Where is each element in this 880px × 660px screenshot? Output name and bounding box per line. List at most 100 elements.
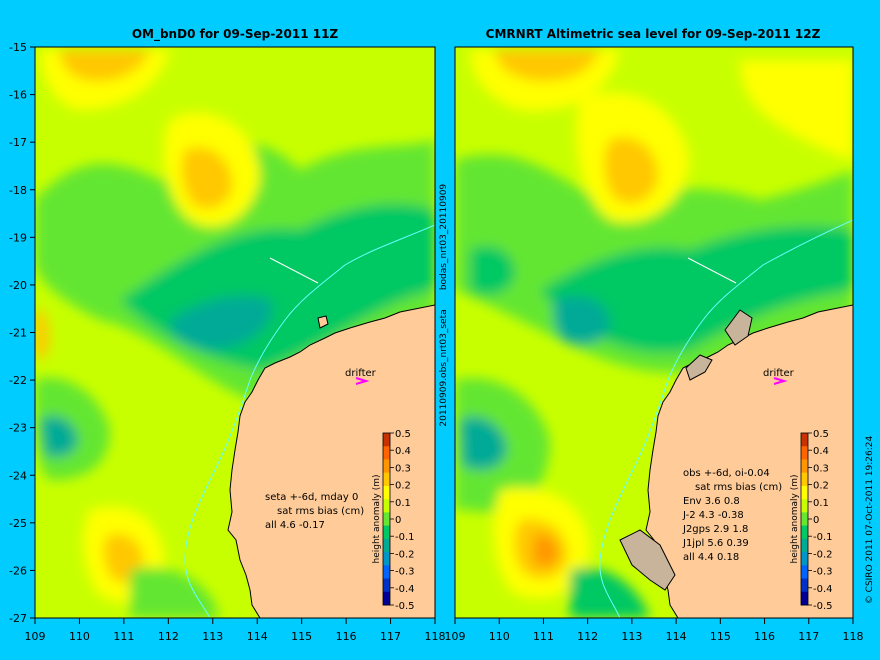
y-tick-label: -17: [9, 136, 27, 149]
right-land-coastal-band: [619, 309, 753, 591]
right-colorbar-tick-label: 0.2: [813, 481, 829, 492]
left-x-tick-label: 113: [202, 630, 223, 643]
right-colorbar-swatch: [801, 512, 808, 527]
y-tick-label: -20: [9, 279, 27, 292]
right-x-tick-label: 115: [710, 630, 731, 643]
right-frame: [454, 46, 854, 619]
y-tick-label: -19: [9, 231, 27, 244]
left-colorbar-swatch: [383, 485, 390, 500]
left-x-tick-label: 114: [247, 630, 268, 643]
left-colorbar-tick-label: -0.5: [395, 601, 415, 612]
right-drifter-marker: [773, 377, 788, 385]
right-colorbar-swatch: [801, 552, 808, 566]
right-note-line: J2gps 2.9 1.8: [682, 524, 748, 535]
left-drifter-label: drifter: [345, 368, 377, 379]
right-note-line: J1jpl 5.6 0.39: [682, 538, 749, 549]
right-x-tick-label: 113: [621, 630, 642, 643]
y-tick-label: -25: [9, 517, 27, 530]
left-colorbar-swatch: [383, 499, 390, 513]
right-colorbar-swatch: [801, 565, 808, 580]
left-stats-note: seta +-6d, mday 0 sat rms bias (cm) all …: [265, 492, 364, 531]
right-colorbar-swatch: [801, 499, 808, 513]
right-colorbar-swatch: [801, 485, 808, 500]
right-panel: CMRNRT Altimetric sea level for 09-Sep-2…: [445, 27, 864, 643]
right-colorbar-tick-label: -0.1: [813, 532, 833, 543]
left-colorbar-tick-label: 0: [395, 515, 401, 526]
left-drifter-marker: [355, 377, 370, 385]
left-colorbar-tick-label: 0.5: [395, 429, 411, 440]
left-colorbar-swatch: [383, 512, 390, 527]
y-tick-label: -27: [9, 612, 27, 625]
lower-file-label: 20110909.obs_nrt03_seta: [439, 309, 449, 426]
left-colorbar-swatch: [383, 446, 390, 460]
right-x-tick-label: 110: [489, 630, 510, 643]
y-tick-label: -22: [9, 374, 27, 387]
left-colorbar-swatch: [383, 591, 390, 606]
left-panel: OM_bnD0 for 09-Sep-2011 11Z: [9, 27, 445, 643]
left-x-tick-label: 112: [158, 630, 179, 643]
left-colorbar-tick-label: 0.2: [395, 481, 411, 492]
left-note-line: seta +-6d, mday 0: [265, 492, 358, 503]
right-colorbar-swatch: [801, 578, 808, 593]
right-note-line: J-2 4.3 -0.38: [682, 510, 744, 521]
right-colorbar-tick-label: -0.4: [813, 584, 833, 595]
left-colorbar-tick-label: -0.3: [395, 567, 415, 578]
right-colorbar-swatch: [801, 459, 808, 474]
right-x-tick-label: 117: [798, 630, 819, 643]
left-x-tick-label: 109: [25, 630, 46, 643]
y-tick-label: -16: [9, 89, 27, 102]
left-colorbar-tick-label: -0.4: [395, 584, 415, 595]
left-colorbar-tick-label: -0.2: [395, 549, 415, 560]
upper-file-label: bodas_nrt03_20110909: [439, 184, 449, 291]
right-x-tick-label: 111: [533, 630, 554, 643]
right-colorbar-tick-label: 0.1: [813, 498, 829, 509]
right-colorbar-swatch: [801, 538, 808, 553]
right-colorbar-tick-label: 0: [813, 515, 819, 526]
left-colorbar-tick-label: -0.1: [395, 532, 415, 543]
left-colorbar-label: height anomaly (m): [372, 474, 382, 563]
right-note-line: sat rms bias (cm): [695, 482, 782, 493]
right-note-line: Env 3.6 0.8: [683, 496, 740, 507]
left-colorbar-tick-label: 0.4: [395, 446, 411, 457]
right-note-line: all 4.4 0.18: [683, 552, 739, 563]
right-colorbar-swatch: [801, 433, 808, 447]
right-colorbar-label: height anomaly (m): [790, 474, 800, 563]
copyright-credit: © CSIRO 2011 07-Oct-2011 19:26:24: [865, 436, 875, 605]
right-note-line: obs +-6d, oi-0.04: [683, 468, 770, 479]
right-drifter-label: drifter: [763, 368, 795, 379]
left-colorbar-swatch: [383, 565, 390, 580]
right-map: [455, 47, 853, 618]
left-colorbar-swatch: [383, 538, 390, 553]
left-colorbar-swatch: [383, 472, 390, 487]
left-x-axis: 109 110 111 112 113 114 115 116 117 118: [25, 618, 446, 643]
left-note-line: sat rms bias (cm): [277, 506, 364, 517]
right-colorbar-tick-label: -0.5: [813, 601, 833, 612]
left-x-tick-label: 117: [380, 630, 401, 643]
left-x-tick-label: 111: [113, 630, 134, 643]
left-island: [317, 315, 329, 329]
right-x-tick-label: 114: [666, 630, 687, 643]
right-colorbar-tick-label: 0.4: [813, 446, 829, 457]
left-colorbar-swatch: [383, 459, 390, 474]
right-x-axis: 109 110 111 112 113 114 115 116 117 118: [445, 618, 864, 643]
right-colorbar-swatch: [801, 591, 808, 606]
left-x-tick-label: 118: [425, 630, 446, 643]
right-panel-title: CMRNRT Altimetric sea level for 09-Sep-2…: [486, 27, 821, 41]
y-tick-label: -18: [9, 184, 27, 197]
left-panel-title: OM_bnD0 for 09-Sep-2011 11Z: [132, 27, 339, 42]
left-note-line: all 4.6 -0.17: [265, 520, 325, 531]
left-colorbar-swatch: [383, 552, 390, 566]
right-current: [599, 219, 853, 618]
left-x-tick-label: 115: [291, 630, 312, 643]
right-anomaly-field: [455, 50, 853, 618]
right-colorbar-swatch: [801, 446, 808, 460]
right-colorbar-tick-label: 0.3: [813, 463, 829, 474]
right-colorbar-tick-label: -0.2: [813, 549, 833, 560]
left-colorbar-tick-label: 0.3: [395, 463, 411, 474]
left-drifter-track: [269, 257, 319, 284]
right-colorbar: 0.5 0.4 0.3 0.2 0.1 0 -0.1 -0.2 -0.3 -0.4 -0.5 heig…: [790, 429, 833, 612]
right-stats-note: obs +-6d, oi-0.04 sat rms bias (cm) Env …: [682, 468, 782, 563]
y-tick-label: -26: [9, 564, 27, 577]
left-colorbar-swatch: [383, 433, 390, 447]
right-drifter-track: [687, 257, 737, 284]
